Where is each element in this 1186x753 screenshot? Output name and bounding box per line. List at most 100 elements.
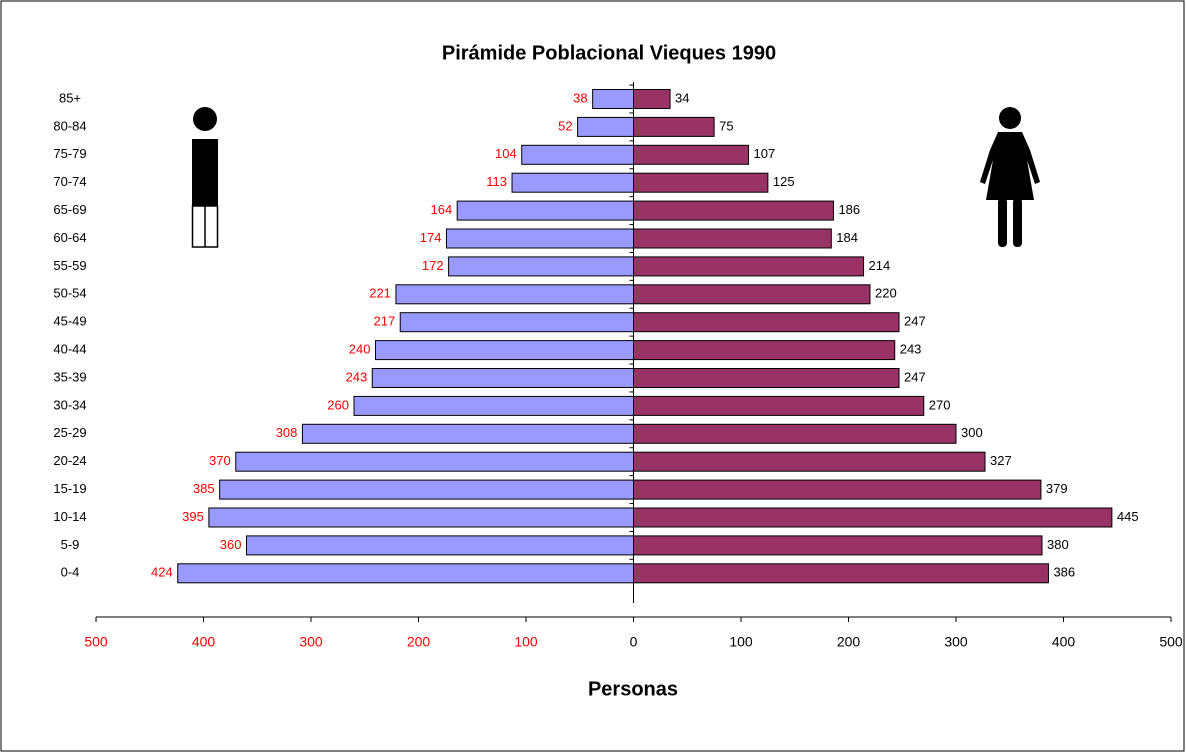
category-label: 80-84: [53, 118, 86, 133]
value-label: 220: [875, 286, 897, 301]
x-tick-label: 400: [192, 634, 216, 650]
x-tick-label: 200: [407, 634, 431, 650]
value-label: 260: [327, 397, 349, 412]
female-icon: [980, 107, 1040, 247]
bar: [633, 228, 832, 249]
value-label: 38: [573, 90, 587, 105]
category-label: 45-49: [53, 314, 86, 329]
x-tick-label: 100: [514, 634, 538, 650]
bar: [445, 228, 635, 249]
bar: [633, 423, 957, 444]
category-label: 20-24: [53, 453, 86, 468]
value-label: 395: [182, 509, 204, 524]
bar: [235, 451, 634, 472]
bar: [633, 368, 900, 388]
category-label: 0-4: [61, 565, 80, 580]
value-label: 75: [719, 118, 733, 133]
category-label: 30-34: [53, 397, 86, 412]
value-label: 424: [151, 565, 173, 580]
bar: [633, 312, 900, 333]
x-tick-label: 300: [299, 634, 323, 650]
bar: [511, 172, 635, 193]
bar: [301, 423, 634, 444]
bar: [633, 340, 896, 361]
category-label: 40-44: [53, 342, 86, 357]
value-label: 214: [869, 258, 891, 273]
value-label: 379: [1046, 481, 1068, 496]
bar: [633, 451, 986, 472]
value-label: 186: [838, 202, 860, 217]
value-label: 240: [349, 342, 371, 357]
value-label: 125: [773, 174, 795, 189]
bar: [448, 256, 634, 277]
category-label: 70-74: [53, 174, 86, 189]
value-label: 172: [422, 258, 444, 273]
x-tick-label: 0: [630, 634, 638, 650]
bar: [246, 535, 634, 556]
bar: [577, 116, 634, 137]
category-label: 25-29: [53, 425, 86, 440]
bar: [633, 395, 925, 416]
value-label: 308: [276, 425, 298, 440]
bar: [375, 340, 634, 361]
x-tick-label: 200: [837, 634, 861, 650]
bar: [633, 507, 1113, 528]
bar: [521, 144, 635, 165]
value-label: 52: [558, 118, 572, 133]
category-label: 55-59: [53, 258, 86, 273]
value-label: 113: [486, 174, 507, 189]
value-label: 164: [430, 202, 452, 217]
bar: [633, 479, 1042, 500]
value-label: 300: [961, 425, 983, 440]
x-tick-label: 500: [84, 634, 108, 650]
value-label: 386: [1053, 565, 1075, 580]
bar: [633, 284, 871, 305]
x-tick-label: 100: [729, 634, 753, 650]
value-label: 270: [929, 397, 951, 412]
value-label: 370: [209, 453, 231, 468]
value-label: 380: [1047, 537, 1069, 552]
bar: [219, 479, 634, 500]
bar: [177, 563, 634, 584]
value-label: 385: [193, 481, 215, 496]
value-label: 243: [900, 342, 922, 357]
category-label: 15-19: [53, 481, 86, 496]
bar: [395, 284, 634, 305]
value-label: 174: [420, 230, 442, 245]
category-label: 75-79: [53, 146, 86, 161]
category-label: 10-14: [53, 509, 86, 524]
x-tick-label: 300: [944, 634, 968, 650]
category-label: 50-54: [53, 286, 86, 301]
x-tick-label: 400: [1052, 634, 1076, 650]
value-label: 221: [369, 286, 391, 301]
bar: [633, 89, 671, 109]
bar: [592, 89, 635, 109]
value-label: 107: [754, 146, 776, 161]
value-label: 360: [220, 537, 242, 552]
bar: [633, 256, 865, 277]
value-label: 104: [495, 146, 517, 161]
value-label: 445: [1117, 509, 1139, 524]
bar: [456, 200, 635, 221]
bar: [633, 144, 750, 165]
value-label: 184: [836, 230, 858, 245]
male-icon: [191, 107, 219, 248]
bar: [633, 563, 1049, 584]
bar: [633, 172, 769, 193]
value-label: 327: [990, 453, 1012, 468]
category-label: 5-9: [61, 537, 80, 552]
category-label: 60-64: [53, 230, 86, 245]
x-tick-label: 500: [1159, 634, 1183, 650]
bar: [399, 312, 634, 333]
value-label: 217: [374, 314, 396, 329]
bar: [208, 507, 634, 528]
bar: [633, 535, 1043, 556]
category-label: 35-39: [53, 369, 86, 384]
bar: [633, 116, 715, 137]
category-label: 65-69: [53, 202, 86, 217]
chart-title: Pirámide Poblacional Vieques 1990: [442, 42, 776, 64]
value-label: 243: [346, 369, 368, 384]
value-label: 34: [675, 90, 689, 105]
value-label: 247: [904, 369, 926, 384]
